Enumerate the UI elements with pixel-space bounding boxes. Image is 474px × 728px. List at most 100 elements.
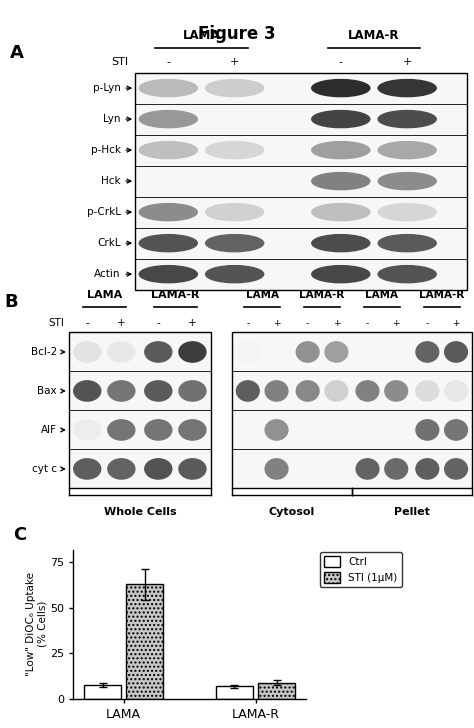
Text: A: A bbox=[9, 44, 23, 62]
Ellipse shape bbox=[145, 342, 172, 362]
Ellipse shape bbox=[139, 234, 197, 252]
Ellipse shape bbox=[145, 459, 172, 479]
Ellipse shape bbox=[445, 381, 467, 401]
Ellipse shape bbox=[378, 141, 436, 159]
Ellipse shape bbox=[312, 111, 370, 127]
Bar bbox=[216, 686, 253, 699]
Text: Cytosol: Cytosol bbox=[269, 507, 315, 517]
Bar bbox=[135, 73, 467, 290]
Ellipse shape bbox=[179, 342, 206, 362]
Text: AIF: AIF bbox=[41, 425, 57, 435]
Ellipse shape bbox=[108, 459, 135, 479]
Text: Figure 3: Figure 3 bbox=[198, 25, 276, 44]
Ellipse shape bbox=[145, 381, 172, 401]
Text: Bcl-2: Bcl-2 bbox=[31, 347, 57, 357]
Bar bbox=[258, 683, 295, 699]
Ellipse shape bbox=[73, 381, 100, 401]
Text: p-CrkL: p-CrkL bbox=[87, 207, 121, 217]
Ellipse shape bbox=[206, 204, 264, 221]
Text: +: + bbox=[333, 319, 340, 328]
Ellipse shape bbox=[312, 141, 370, 159]
Text: LAMA-R: LAMA-R bbox=[151, 290, 200, 301]
Ellipse shape bbox=[378, 79, 436, 97]
Text: Pellet: Pellet bbox=[394, 507, 430, 517]
Ellipse shape bbox=[312, 266, 370, 282]
Ellipse shape bbox=[145, 420, 172, 440]
Ellipse shape bbox=[206, 79, 264, 97]
Ellipse shape bbox=[356, 381, 379, 401]
Bar bbox=[84, 685, 121, 699]
Ellipse shape bbox=[296, 381, 319, 401]
Text: B: B bbox=[5, 293, 18, 312]
Ellipse shape bbox=[445, 459, 467, 479]
Ellipse shape bbox=[139, 204, 197, 221]
Ellipse shape bbox=[356, 459, 379, 479]
Ellipse shape bbox=[312, 173, 370, 190]
Ellipse shape bbox=[206, 266, 264, 282]
Ellipse shape bbox=[265, 420, 288, 440]
Text: p-Hck: p-Hck bbox=[91, 145, 121, 155]
Text: LAMA: LAMA bbox=[365, 290, 398, 301]
Ellipse shape bbox=[325, 381, 348, 401]
Text: LAMA: LAMA bbox=[87, 290, 122, 301]
Text: -: - bbox=[366, 319, 369, 328]
Text: +: + bbox=[452, 319, 460, 328]
Ellipse shape bbox=[179, 381, 206, 401]
Ellipse shape bbox=[179, 420, 206, 440]
Ellipse shape bbox=[445, 342, 467, 362]
Ellipse shape bbox=[108, 381, 135, 401]
Ellipse shape bbox=[378, 204, 436, 221]
Y-axis label: "Low" DiOC₆ Uptake
(% Cells): "Low" DiOC₆ Uptake (% Cells) bbox=[26, 572, 47, 676]
Text: LAMA-R: LAMA-R bbox=[348, 28, 400, 41]
Text: -: - bbox=[156, 318, 160, 328]
Text: +: + bbox=[273, 319, 280, 328]
Text: +: + bbox=[188, 318, 197, 328]
Ellipse shape bbox=[206, 141, 264, 159]
Ellipse shape bbox=[139, 141, 197, 159]
Text: Whole Cells: Whole Cells bbox=[103, 507, 176, 517]
Ellipse shape bbox=[416, 381, 439, 401]
Text: STI: STI bbox=[48, 318, 64, 328]
Text: -: - bbox=[306, 319, 310, 328]
Bar bbox=[232, 333, 472, 488]
Text: LAMA: LAMA bbox=[246, 290, 279, 301]
Text: Lyn: Lyn bbox=[103, 114, 121, 124]
Ellipse shape bbox=[378, 266, 436, 282]
Ellipse shape bbox=[179, 459, 206, 479]
Text: -: - bbox=[246, 319, 249, 328]
Ellipse shape bbox=[445, 420, 467, 440]
Text: p-Lyn: p-Lyn bbox=[93, 83, 121, 93]
Text: STI: STI bbox=[111, 58, 128, 67]
Text: C: C bbox=[13, 526, 27, 544]
Text: LAMA-R: LAMA-R bbox=[419, 290, 465, 301]
Text: LAMA-R: LAMA-R bbox=[300, 290, 345, 301]
Ellipse shape bbox=[139, 111, 197, 127]
Text: Hck: Hck bbox=[101, 176, 121, 186]
Ellipse shape bbox=[139, 79, 197, 97]
Ellipse shape bbox=[296, 342, 319, 362]
Ellipse shape bbox=[73, 459, 100, 479]
Ellipse shape bbox=[73, 342, 100, 362]
Ellipse shape bbox=[385, 381, 408, 401]
Ellipse shape bbox=[237, 381, 259, 401]
Ellipse shape bbox=[416, 420, 439, 440]
Bar bbox=[69, 333, 211, 488]
Ellipse shape bbox=[325, 342, 348, 362]
Ellipse shape bbox=[378, 111, 436, 127]
Ellipse shape bbox=[416, 342, 439, 362]
Text: Bax: Bax bbox=[37, 386, 57, 396]
Ellipse shape bbox=[206, 234, 264, 252]
Ellipse shape bbox=[312, 234, 370, 252]
Text: +: + bbox=[117, 318, 126, 328]
Text: LAMA: LAMA bbox=[182, 28, 220, 41]
Text: +: + bbox=[402, 58, 412, 67]
Ellipse shape bbox=[265, 459, 288, 479]
Text: cyt c: cyt c bbox=[32, 464, 57, 474]
Text: -: - bbox=[426, 319, 429, 328]
Ellipse shape bbox=[385, 459, 408, 479]
Text: -: - bbox=[85, 318, 89, 328]
Ellipse shape bbox=[139, 266, 197, 282]
Text: Actin: Actin bbox=[94, 269, 121, 279]
Ellipse shape bbox=[108, 420, 135, 440]
Text: CrkL: CrkL bbox=[97, 238, 121, 248]
